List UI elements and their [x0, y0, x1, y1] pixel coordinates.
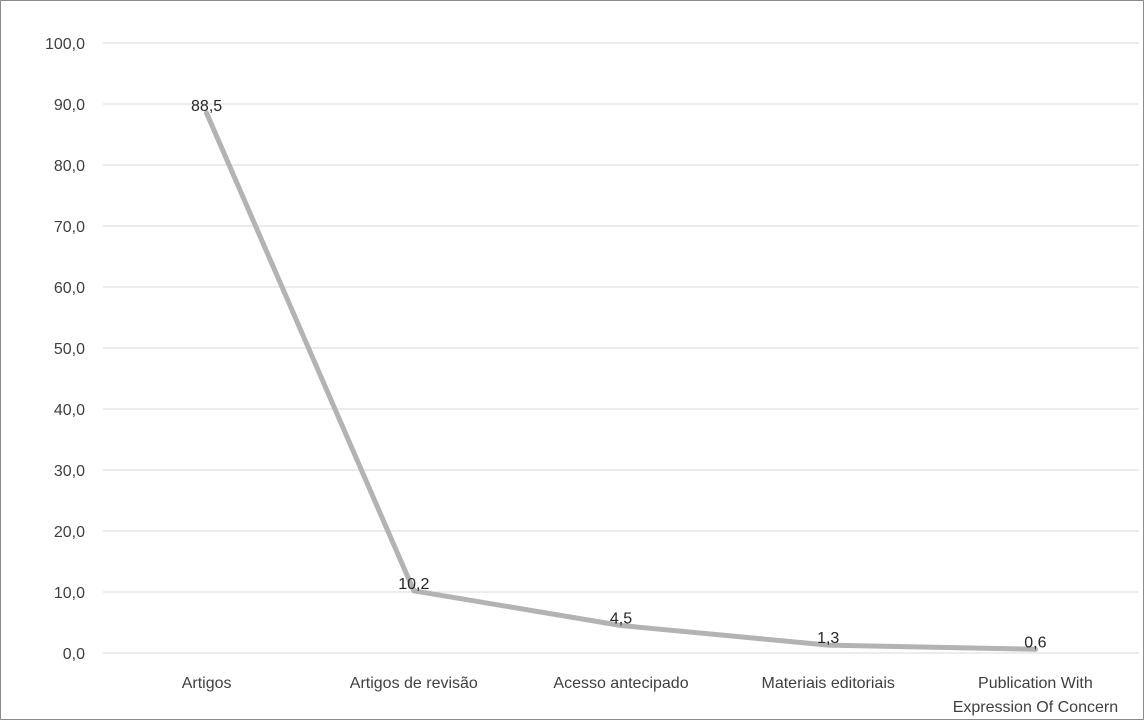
x-tick-label: Artigos — [182, 675, 232, 692]
gridlines — [103, 42, 1139, 654]
y-tick-label: 0,0 — [63, 646, 85, 663]
x-axis-tick-labels: Artigos Artigos de revisão Acesso antecipa… — [182, 675, 1118, 716]
x-tick-label: Publication With Expression Of Concern — [953, 675, 1118, 716]
y-tick-label: 60,0 — [54, 280, 85, 297]
y-tick-label: 100,0 — [45, 36, 85, 53]
y-tick-label: 90,0 — [54, 97, 85, 114]
data-label: 88,5 — [191, 98, 222, 115]
y-tick-label: 70,0 — [54, 219, 85, 236]
y-tick-label: 80,0 — [54, 158, 85, 175]
y-tick-label: 30,0 — [54, 463, 85, 480]
x-tick-label: Acesso antecipado — [553, 675, 688, 692]
y-tick-label: 40,0 — [54, 402, 85, 419]
data-label: 1,3 — [817, 630, 839, 647]
data-label: 4,5 — [610, 611, 632, 628]
y-tick-label: 50,0 — [54, 341, 85, 358]
y-tick-label: 10,0 — [54, 585, 85, 602]
series-line — [204, 110, 1038, 652]
data-point — [618, 623, 624, 629]
data-label: 10,2 — [398, 576, 429, 593]
x-tick-label: Materiais editoriais — [762, 675, 895, 692]
y-axis-tick-labels: 0,0 10,0 20,0 30,0 40,0 50,0 60,0 70,0 80,0 90,0 1… — [45, 36, 85, 663]
data-point — [411, 588, 417, 594]
y-tick-label: 20,0 — [54, 524, 85, 541]
data-labels: 88,5 10,2 4,5 1,3 0,6 — [191, 98, 1047, 651]
series-layer — [204, 110, 1038, 652]
data-point — [825, 642, 831, 648]
x-tick-label: Artigos de revisão — [350, 675, 478, 692]
data-point — [204, 110, 210, 116]
data-label: 0,6 — [1024, 634, 1046, 651]
data-point — [1032, 646, 1038, 652]
